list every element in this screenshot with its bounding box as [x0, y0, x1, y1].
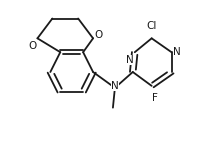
Text: N: N: [110, 81, 118, 91]
Text: F: F: [151, 93, 157, 103]
Text: O: O: [28, 41, 36, 51]
Text: N: N: [125, 55, 133, 65]
Text: Cl: Cl: [146, 21, 156, 31]
Text: N: N: [172, 47, 179, 57]
Text: O: O: [94, 30, 102, 40]
